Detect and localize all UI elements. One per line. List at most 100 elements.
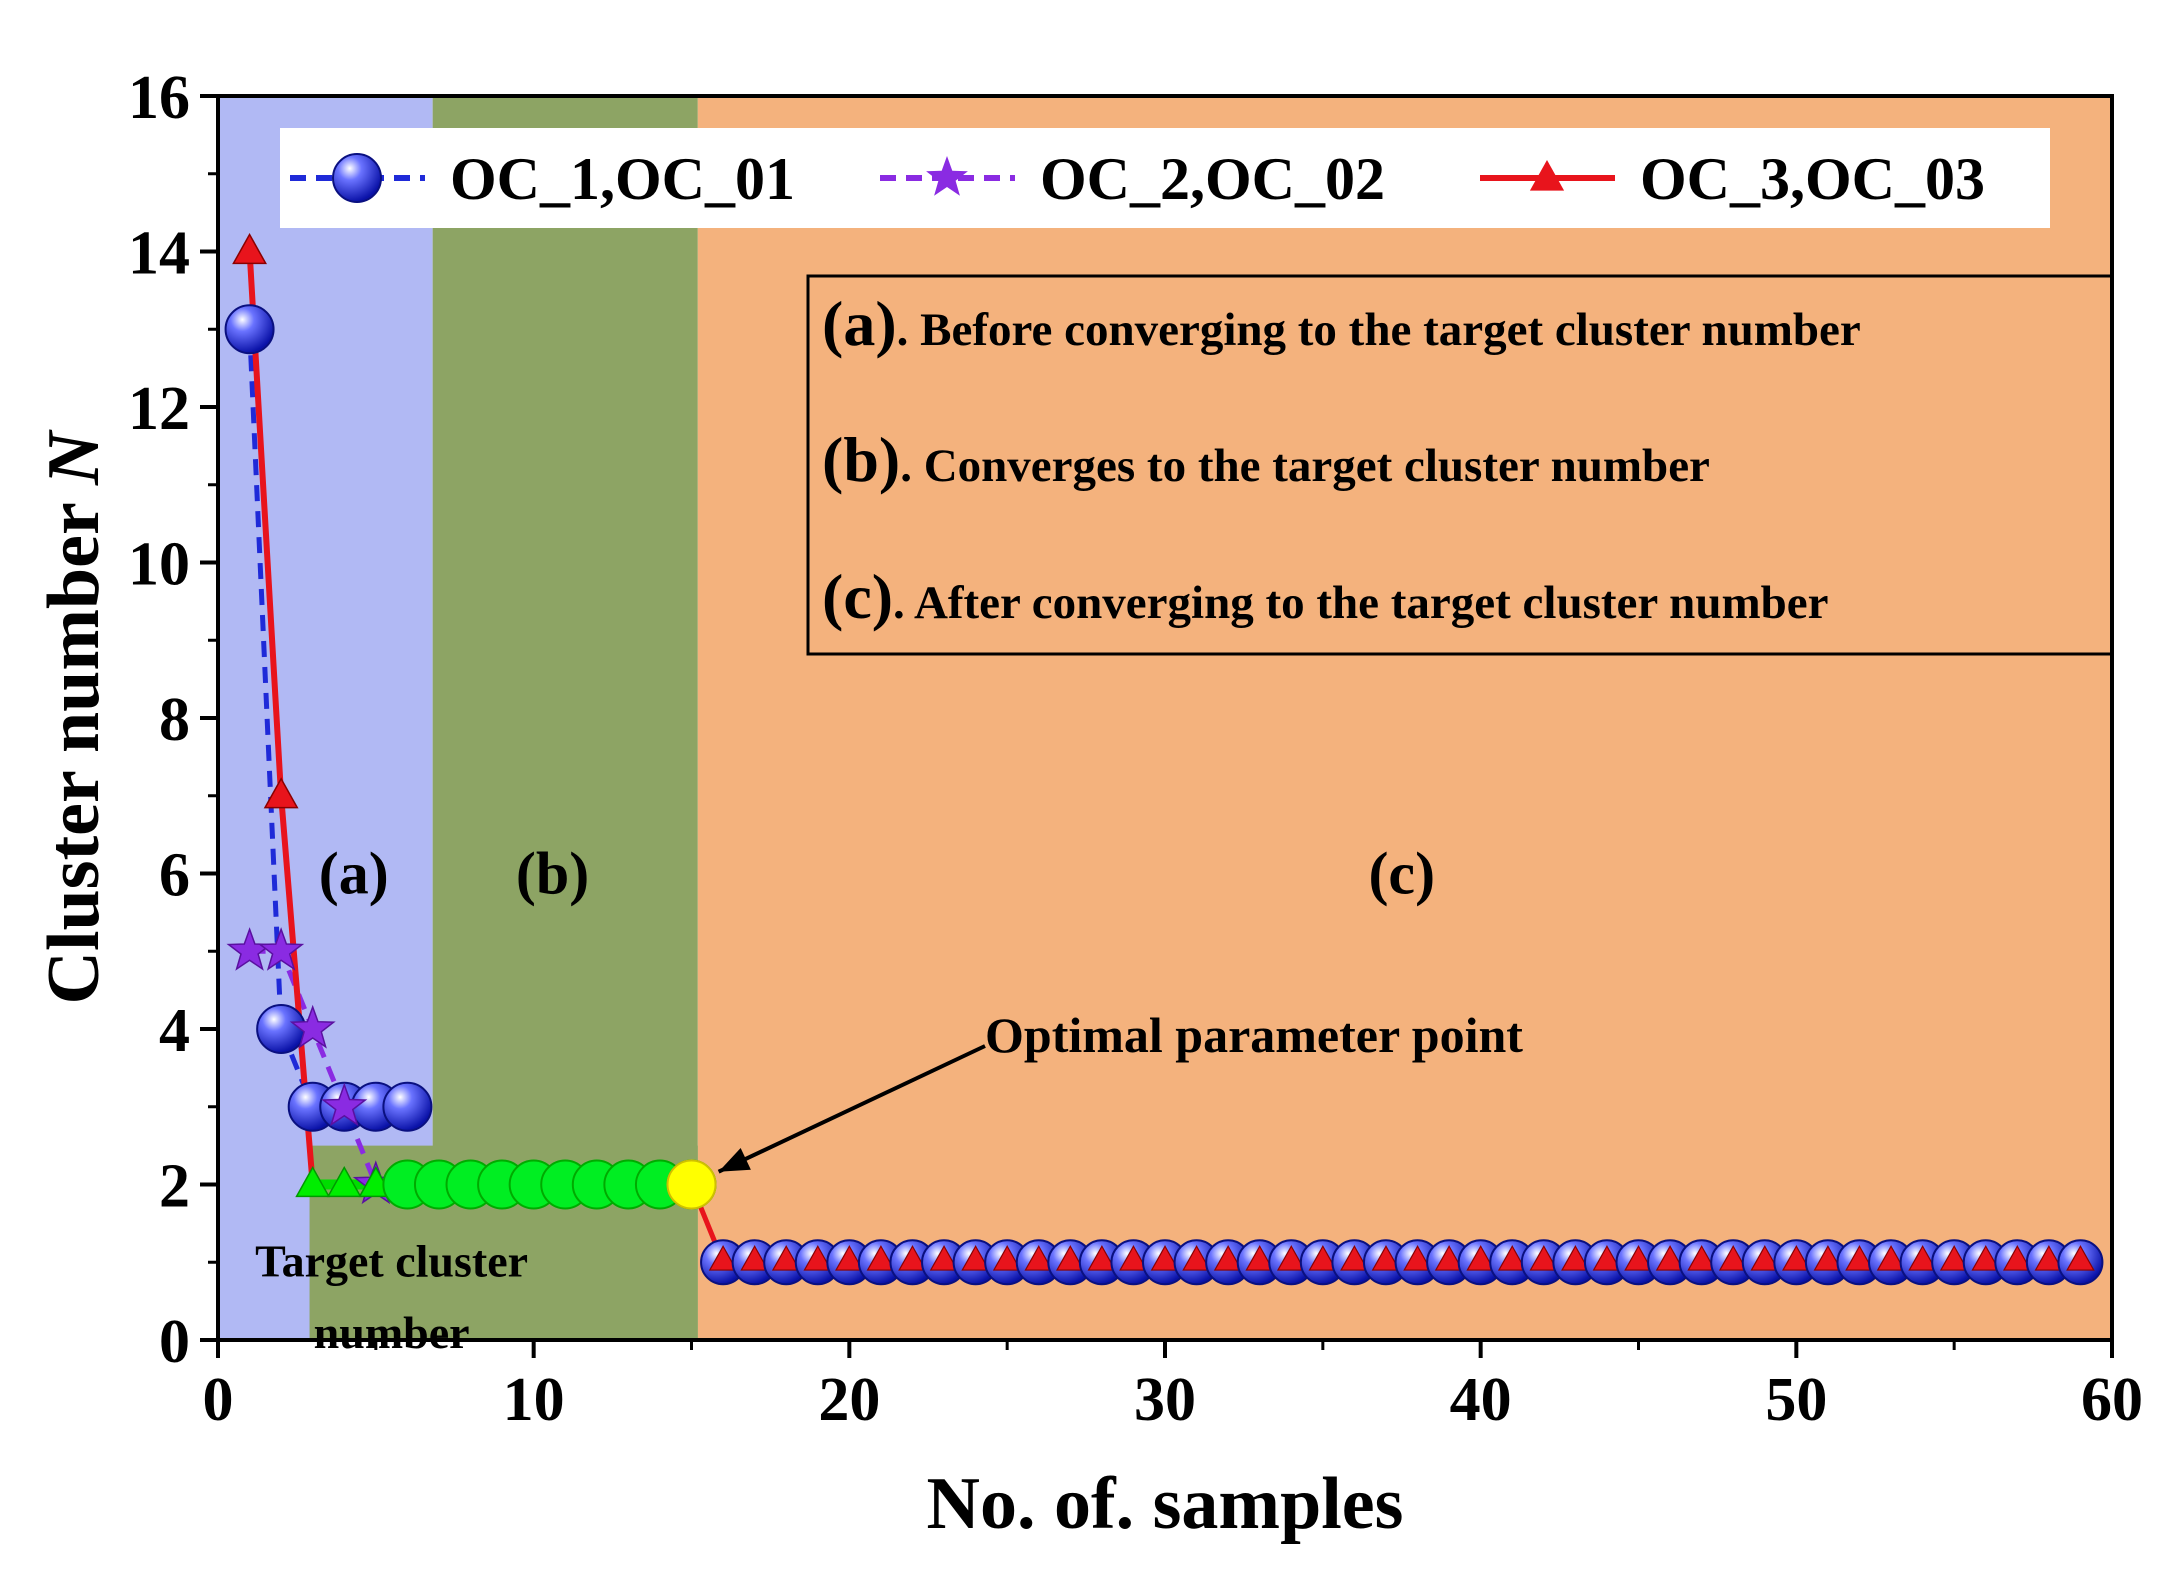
target-label-line1: Target cluster — [255, 1235, 528, 1286]
y-tick-label: 14 — [128, 220, 190, 288]
target-label-line2: number — [314, 1307, 470, 1358]
y-tick-label: 2 — [159, 1153, 190, 1221]
note-2: (b). Converges to the target cluster num… — [822, 424, 1710, 495]
x-tick-label: 20 — [818, 1366, 880, 1434]
series-oc2-point — [321, 1082, 368, 1127]
legend-marker-triangle — [1529, 160, 1565, 191]
series-after-triangle — [1403, 1245, 1432, 1271]
series-after-triangle — [1750, 1245, 1780, 1271]
series-after-triangle — [1497, 1245, 1527, 1271]
series-after-triangle — [1308, 1245, 1338, 1271]
y-tick-label: 16 — [128, 64, 190, 132]
series-after-triangle — [992, 1245, 1022, 1271]
series-converged-point — [326, 1165, 362, 1198]
note-1: (a). Before converging to the target clu… — [822, 288, 1861, 359]
series-after-triangle — [1087, 1245, 1117, 1271]
series-oc2-point — [258, 927, 305, 971]
series-after-triangle — [740, 1245, 769, 1271]
series-oc2-point — [289, 1004, 336, 1049]
x-tick-label: 40 — [1450, 1366, 1512, 1434]
series-after-triangle — [1276, 1245, 1306, 1271]
y-tick-label: 6 — [159, 842, 190, 910]
series-after-triangle — [1245, 1245, 1275, 1271]
legend-marker-star — [926, 156, 968, 196]
x-tick-label: 30 — [1134, 1366, 1196, 1434]
series-after-triangle — [1845, 1245, 1874, 1271]
region-c-background — [697, 96, 2112, 1340]
series-after-triangle — [1529, 1245, 1559, 1271]
y-tick-label: 8 — [159, 686, 190, 754]
note-text-1: . Before converging to the target cluste… — [897, 304, 1861, 356]
series-after-triangle — [1055, 1245, 1085, 1271]
series-oc1-point — [256, 1004, 307, 1054]
series-after-triangle — [1813, 1245, 1843, 1271]
series-after-triangle — [1466, 1245, 1495, 1271]
legend-label-3: OC_3,OC_03 — [1640, 146, 1985, 212]
note-letter-1: (a) — [822, 288, 897, 359]
note-text-2: . Converges to the target cluster number — [900, 440, 1710, 492]
series-after-triangle — [1687, 1245, 1716, 1271]
legend-label-2: OC_2,OC_02 — [1040, 146, 1385, 212]
series-after-triangle — [1655, 1245, 1685, 1271]
annotation-arrow-head — [718, 1148, 751, 1172]
series-after-triangle — [1971, 1245, 2001, 1271]
series-after-triangle — [1434, 1245, 1464, 1271]
series-after-triangle — [1718, 1245, 1748, 1271]
note-letter-3: (c) — [822, 561, 893, 632]
series-after-triangle — [1592, 1245, 1622, 1271]
series-after-triangle — [1939, 1245, 1969, 1271]
series-after-triangle — [1876, 1245, 1906, 1271]
legend-marker-circle — [332, 153, 382, 203]
series-after-triangle — [898, 1245, 927, 1271]
series-after-triangle — [1340, 1245, 1369, 1271]
annotation-label: Optimal parameter point — [985, 1007, 1523, 1063]
series-after-triangle — [1150, 1245, 1180, 1271]
y-tick-label: 10 — [128, 531, 190, 599]
legend-box — [280, 128, 2050, 228]
optimal-point-marker — [666, 1159, 717, 1210]
x-tick-label: 50 — [1765, 1366, 1827, 1434]
series-oc3-point — [263, 777, 299, 809]
note-letter-2: (b) — [822, 424, 900, 495]
y-axis-title-prefix: Cluster number — [33, 485, 115, 1004]
series-after-triangle — [929, 1245, 959, 1271]
y-tick-label: 4 — [159, 997, 190, 1065]
series-after-triangle — [961, 1245, 990, 1271]
region-b-background — [432, 96, 698, 1340]
series-after-triangle — [1624, 1245, 1653, 1271]
series-after-triangle — [1561, 1245, 1590, 1271]
y-axis-title: Cluster number N — [33, 429, 115, 1004]
series-after-triangle — [771, 1245, 801, 1271]
series-oc3-point — [232, 232, 267, 265]
series-after-triangle — [2066, 1245, 2095, 1271]
series-oc1-point — [382, 1081, 433, 1132]
series-oc1-point — [224, 304, 275, 355]
x-tick-label: 10 — [503, 1366, 565, 1434]
series-after-triangle — [2002, 1245, 2032, 1271]
series-after-triangle — [835, 1245, 864, 1271]
note-text-3: . After converging to the target cluster… — [893, 577, 1828, 629]
series-after-triangle — [1119, 1245, 1148, 1271]
series-after-triangle — [1024, 1245, 1054, 1271]
legend-label-1: OC_1,OC_01 — [450, 146, 795, 212]
region-a-label: (a) — [319, 841, 389, 907]
series-after-triangle — [708, 1245, 738, 1271]
series-after-triangle — [1371, 1245, 1401, 1271]
series-oc1-line — [247, 329, 408, 1110]
series-converged-point — [295, 1165, 331, 1198]
series-after-triangle — [1182, 1245, 1211, 1271]
x-tick-label: 0 — [203, 1366, 234, 1434]
y-tick-label: 0 — [159, 1308, 190, 1376]
series-after-triangle — [803, 1245, 833, 1271]
y-tick-label: 12 — [128, 375, 190, 443]
note-3: (c). After converging to the target clus… — [822, 561, 1828, 632]
series-after-triangle — [1782, 1245, 1811, 1271]
y-axis-title-variable: N — [33, 429, 115, 486]
region-c-label: (c) — [1368, 841, 1435, 907]
notes-box — [806, 274, 2114, 656]
series-after-triangle — [2034, 1245, 2064, 1271]
series-after-triangle — [866, 1245, 896, 1271]
region-b-label: (b) — [516, 841, 589, 907]
x-tick-label: 60 — [2081, 1366, 2143, 1434]
